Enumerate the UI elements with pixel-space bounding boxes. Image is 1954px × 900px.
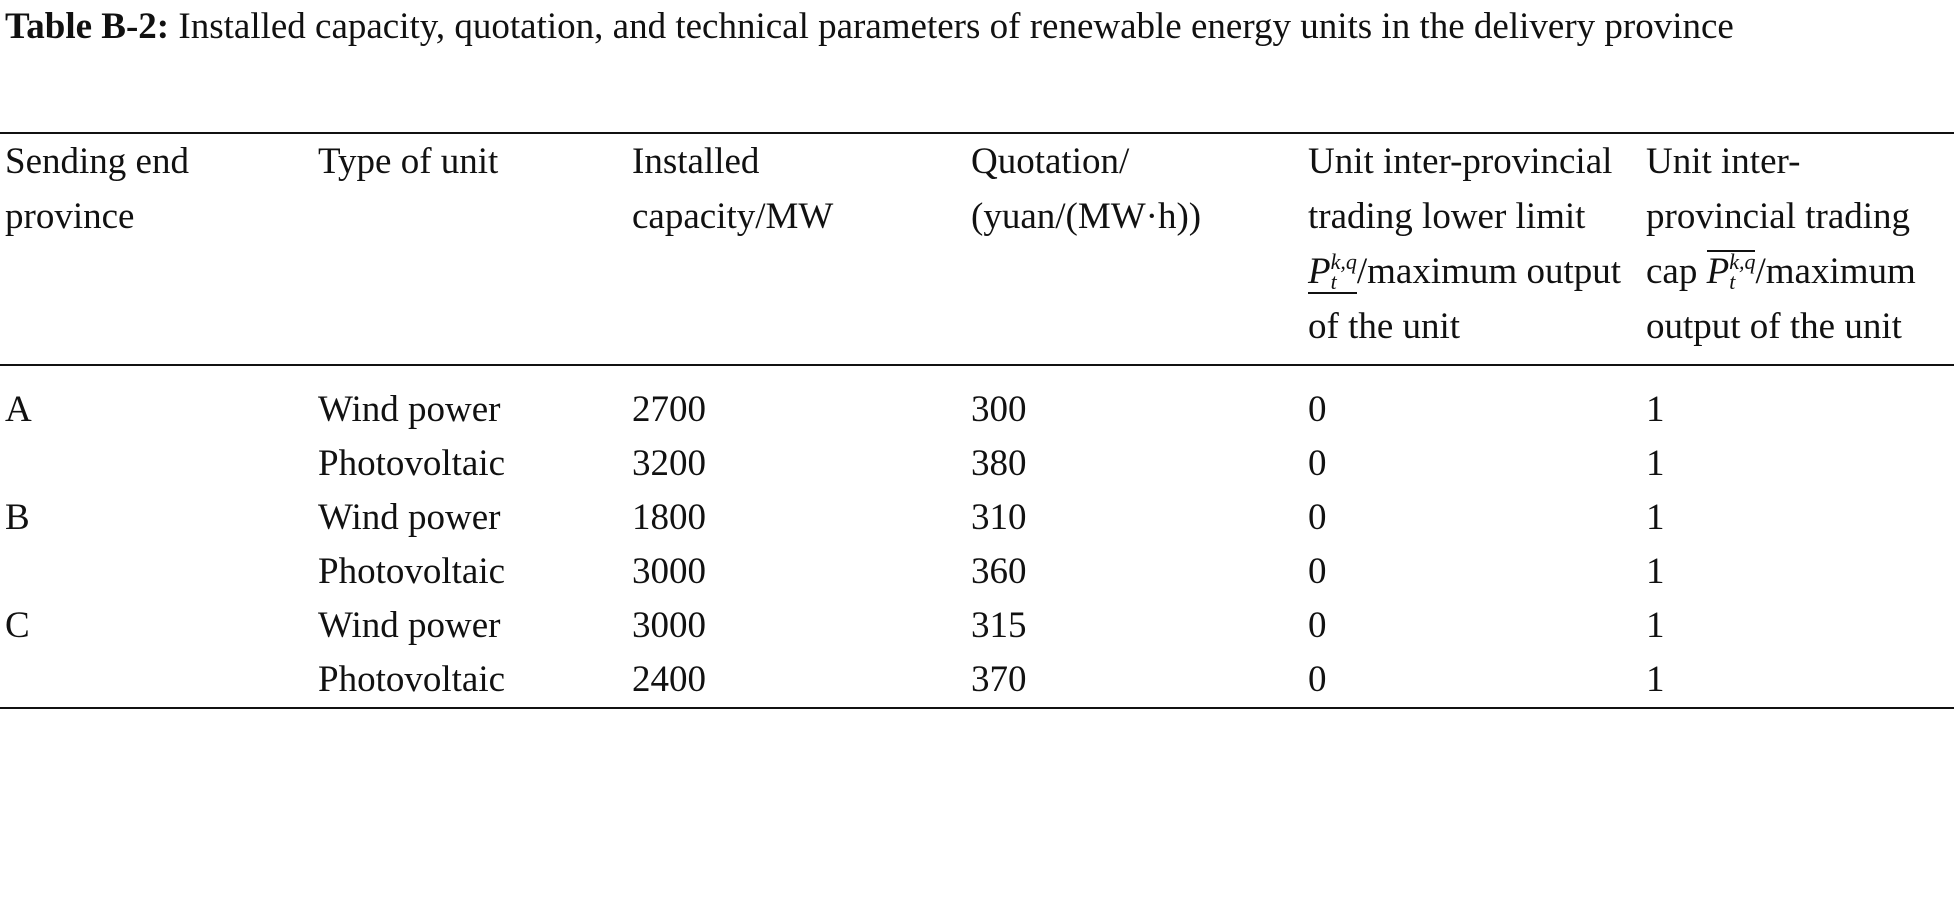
province-cell: B	[5, 497, 30, 538]
table-row: Photovoltaic 2400 370 0 1	[0, 653, 1954, 708]
column-header: Unit inter-provincial trading lower limi…	[1303, 133, 1641, 365]
header-text: Unit inter-provincial trading cap	[1646, 141, 1911, 292]
cell: 315	[971, 605, 1027, 646]
cell: 0	[1308, 389, 1327, 430]
superscript: k,q	[1330, 249, 1357, 274]
symbol: P	[1706, 251, 1730, 292]
caption: Table B-2: Installed capacity, quotation…	[5, 2, 1949, 52]
table: Sending end province Type of unit Installe…	[0, 132, 1954, 709]
table-row: C Wind power 3000 315 0 1	[0, 599, 1954, 653]
column-header: Installed capacity/MW	[632, 141, 834, 237]
superscript: k,q	[1729, 249, 1756, 274]
cell: Photovoltaic	[318, 551, 506, 592]
cell: 380	[971, 443, 1027, 484]
cell: 3000	[632, 605, 706, 646]
cell: 2400	[632, 659, 706, 700]
cell: 1800	[632, 497, 706, 538]
province-cell: C	[5, 605, 30, 646]
cell: 360	[971, 551, 1027, 592]
cell: Wind power	[318, 605, 501, 646]
cell: Wind power	[318, 497, 501, 538]
column-header: Quotation/ (yuan/(MW·h))	[971, 141, 1202, 237]
cell: Photovoltaic	[318, 443, 506, 484]
province-cell: A	[5, 389, 32, 430]
province-cell	[0, 545, 313, 599]
cell: 3200	[632, 443, 706, 484]
cell: 0	[1308, 551, 1327, 592]
cell: Wind power	[318, 389, 501, 430]
scripts: k,q t	[1729, 249, 1756, 294]
cell: Photovoltaic	[318, 659, 506, 700]
cell: 0	[1308, 497, 1327, 538]
header-row: Sending end province Type of unit Installe…	[0, 133, 1954, 365]
table-header: Sending end province Type of unit Installe…	[0, 133, 1954, 365]
cell: 300	[971, 389, 1027, 430]
table-row: B Wind power 1800 310 0 1	[0, 491, 1954, 545]
cell: 1	[1646, 659, 1665, 700]
cell: 0	[1308, 443, 1327, 484]
cell: 2700	[632, 389, 706, 430]
subscript: t	[1729, 269, 1736, 294]
subscript: t	[1330, 269, 1337, 294]
table-body: A Wind power 2700 300 0 1 Photovoltaic 3200 380 0…	[0, 365, 1954, 708]
symbol: P	[1308, 251, 1331, 292]
cell: 1	[1646, 389, 1665, 430]
column-header: Sending end province	[5, 141, 189, 237]
scripts: k,q t	[1330, 249, 1357, 294]
caption-label: Table B-2:	[5, 6, 170, 47]
header-suffix: /maximum output of the unit	[1308, 251, 1622, 347]
cell: 310	[971, 497, 1027, 538]
cell: 0	[1308, 605, 1327, 646]
table-row: A Wind power 2700 300 0 1	[0, 365, 1954, 437]
header-suffix: /maximum output of the unit	[1646, 251, 1916, 347]
column-header: Type of unit	[318, 141, 499, 182]
cell: 370	[971, 659, 1027, 700]
cell: 0	[1308, 659, 1327, 700]
cell: 1	[1646, 443, 1665, 484]
table-row: Photovoltaic 3200 380 0 1	[0, 437, 1954, 491]
cell: 3000	[632, 551, 706, 592]
table-row: Photovoltaic 3000 360 0 1	[0, 545, 1954, 599]
cell: 1	[1646, 605, 1665, 646]
caption-text: Installed capacity, quotation, and techn…	[178, 6, 1734, 47]
header-text: Unit inter-provincial trading lower limi…	[1308, 141, 1613, 237]
cell: 1	[1646, 497, 1665, 538]
province-cell	[0, 437, 313, 491]
province-cell	[0, 653, 313, 708]
cell: 1	[1646, 551, 1665, 592]
